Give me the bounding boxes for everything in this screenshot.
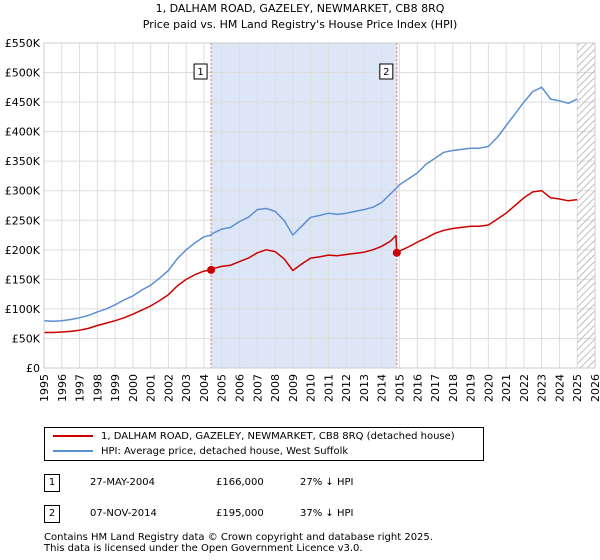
x-tick-label: 2022 bbox=[518, 374, 531, 402]
footer-line1: Contains HM Land Registry data © Crown c… bbox=[44, 532, 433, 543]
sale-marker-badge-box bbox=[193, 63, 208, 80]
x-tick-label: 2005 bbox=[216, 374, 229, 402]
sale-price: £166,000 bbox=[216, 477, 264, 488]
x-tick-label: 1996 bbox=[56, 374, 69, 402]
sale-hpi-diff: 27% ↓ HPI bbox=[300, 477, 354, 488]
y-tick-label: £200K bbox=[5, 244, 41, 257]
chart-title: 1, DALHAM ROAD, GAZELEY, NEWMARKET, CB8 … bbox=[0, 1, 600, 33]
x-tick-label: 2000 bbox=[127, 374, 140, 402]
x-tick-label: 2015 bbox=[393, 374, 406, 402]
footer-attribution: Contains HM Land Registry data © Crown c… bbox=[44, 532, 433, 554]
y-tick-label: £550K bbox=[5, 37, 41, 50]
legend-swatch-hpi bbox=[53, 450, 93, 452]
x-tick-label: 1998 bbox=[91, 374, 104, 402]
sale-number-badge: 2 bbox=[44, 505, 60, 523]
footer-line2: This data is licensed under the Open Gov… bbox=[44, 543, 363, 554]
x-tick-label: 2023 bbox=[536, 374, 549, 402]
x-tick-label: 2003 bbox=[180, 374, 193, 402]
legend-swatch-property bbox=[53, 435, 93, 437]
chart-title-line1: 1, DALHAM ROAD, GAZELEY, NEWMARKET, CB8 … bbox=[155, 2, 445, 15]
sale-marker-badge-label: 1 bbox=[197, 67, 203, 78]
y-tick-label: £450K bbox=[5, 96, 41, 109]
y-tick-label: £500K bbox=[5, 67, 41, 80]
y-tick-label: £300K bbox=[5, 185, 41, 198]
sale-date: 27-MAY-2004 bbox=[90, 477, 156, 488]
x-tick-label: 2002 bbox=[162, 374, 175, 402]
sale-points bbox=[207, 248, 401, 274]
price-chart: £0 £50K £100K £150K £200K £250K £300K £350K £400… bbox=[5, 37, 600, 402]
x-tick-label: 2004 bbox=[198, 374, 211, 402]
x-tick-label: 2013 bbox=[358, 374, 371, 402]
sale-hpi-diff: 37% ↓ HPI bbox=[300, 508, 354, 519]
x-tick-label: 2008 bbox=[269, 374, 282, 402]
x-tick-label: 2014 bbox=[376, 374, 389, 402]
x-tick-label: 2019 bbox=[465, 374, 478, 402]
x-tick-label: 2007 bbox=[251, 374, 264, 402]
x-tick-label: 2009 bbox=[287, 374, 300, 402]
x-tick-label: 1997 bbox=[74, 374, 87, 402]
sale-point bbox=[392, 248, 401, 257]
x-tick-label: 2025 bbox=[571, 374, 584, 402]
legend-item-property: 1, DALHAM ROAD, GAZELEY, NEWMARKET, CB8 … bbox=[53, 430, 455, 444]
x-tick-label: 2017 bbox=[429, 374, 442, 402]
x-tick-label: 2001 bbox=[145, 374, 158, 402]
y-tick-label: £400K bbox=[5, 126, 41, 139]
x-tick-label: 2011 bbox=[322, 374, 335, 402]
property-series-line bbox=[44, 189, 578, 334]
y-tick-label: £250K bbox=[5, 214, 41, 227]
x-tick-label: 1999 bbox=[109, 374, 122, 402]
x-tick-label: 2006 bbox=[234, 374, 247, 402]
y-tick-label: £0 bbox=[26, 362, 40, 375]
x-tick-label: 2018 bbox=[447, 374, 460, 402]
hpi-series-line bbox=[43, 86, 578, 323]
shaded-ownership-span bbox=[211, 43, 397, 368]
legend-label-hpi: HPI: Average price, detached house, West… bbox=[101, 446, 349, 457]
x-axis-ticks: 1995 1996 1997 1998 1999 2000 2001 2002 2003 2004… bbox=[38, 374, 600, 402]
plot-frame bbox=[43, 42, 596, 369]
sale-price: £195,000 bbox=[216, 508, 264, 519]
future-hatch-region bbox=[577, 43, 595, 368]
legend: 1, DALHAM ROAD, GAZELEY, NEWMARKET, CB8 … bbox=[44, 427, 484, 461]
x-tick-label: 1995 bbox=[38, 374, 51, 402]
sale-date: 07-NOV-2014 bbox=[90, 508, 157, 519]
x-tick-label: 2021 bbox=[500, 374, 513, 402]
sale-marker-badge-label: 2 bbox=[383, 67, 389, 78]
x-tick-label: 2020 bbox=[482, 374, 495, 402]
y-tick-label: £100K bbox=[5, 303, 41, 316]
y-tick-label: £350K bbox=[5, 155, 41, 168]
y-axis-ticks: £0 £50K £100K £150K £200K £250K £300K £350K £400… bbox=[5, 37, 41, 375]
sale-point bbox=[207, 265, 216, 274]
sale-marker-badge-box bbox=[379, 63, 394, 80]
y-tick-label: £50K bbox=[12, 332, 41, 345]
x-tick-label: 2026 bbox=[589, 374, 600, 402]
y-tick-label: £150K bbox=[5, 273, 41, 286]
sale-number-badge: 1 bbox=[44, 474, 60, 492]
x-tick-label: 2012 bbox=[340, 374, 353, 402]
x-tick-label: 2024 bbox=[553, 374, 566, 402]
legend-item-hpi: HPI: Average price, detached house, West… bbox=[53, 445, 348, 459]
series-lines bbox=[43, 86, 578, 334]
chart-title-line2: Price paid vs. HM Land Registry's House … bbox=[142, 18, 458, 31]
legend-label-property: 1, DALHAM ROAD, GAZELEY, NEWMARKET, CB8 … bbox=[101, 431, 455, 442]
x-tick-label: 2010 bbox=[305, 374, 318, 402]
x-tick-label: 2016 bbox=[411, 374, 424, 402]
